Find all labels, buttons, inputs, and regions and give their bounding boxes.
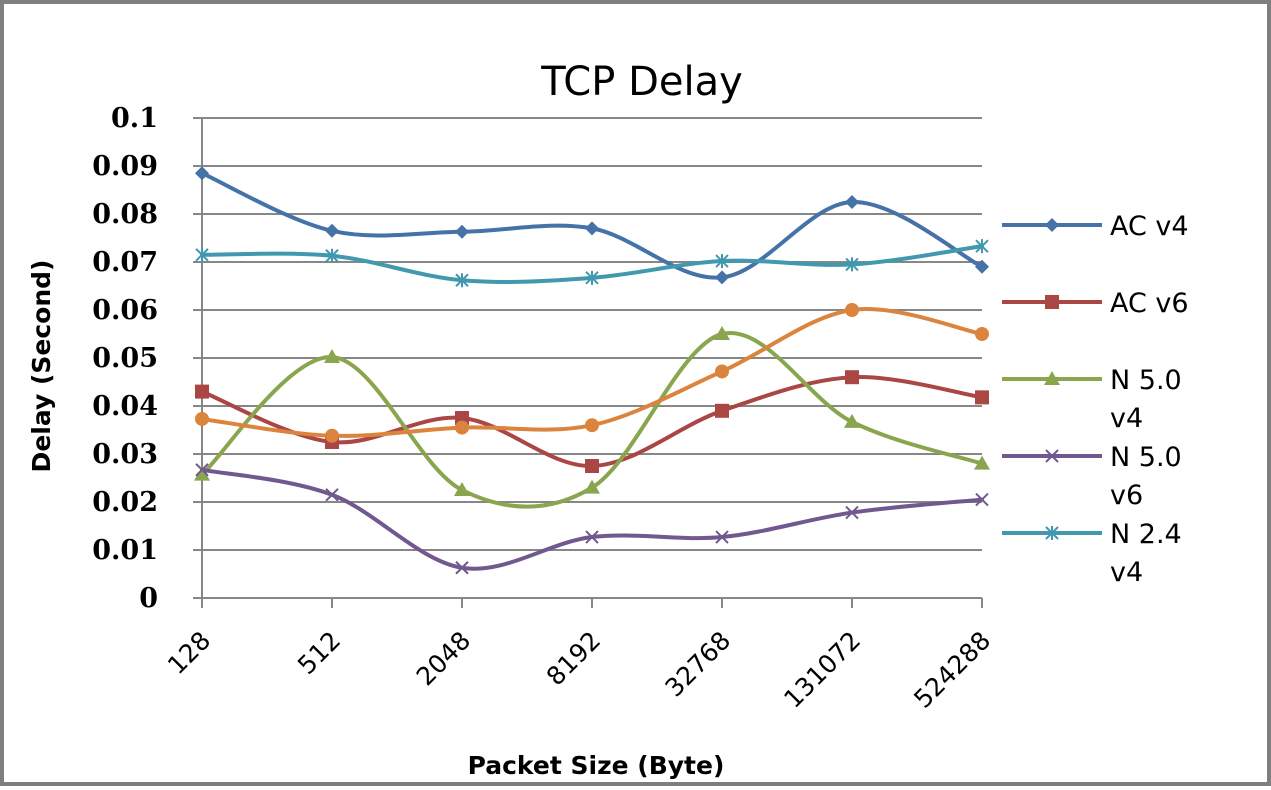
x-tick-label: 8192	[541, 626, 606, 691]
x-axis-title: Packet Size (Byte)	[468, 751, 725, 780]
data-point	[845, 303, 859, 317]
data-point	[455, 224, 469, 239]
data-point	[454, 482, 470, 496]
legend-label: v4	[1110, 557, 1143, 588]
y-tick-label: 0.09	[92, 151, 158, 182]
y-axis-title: Delay (Second)	[27, 260, 56, 473]
y-tick-label: 0.06	[92, 295, 158, 326]
data-point	[975, 327, 989, 341]
x-tick-label: 512	[292, 626, 346, 680]
data-point	[455, 273, 469, 288]
legend-label: v4	[1110, 403, 1143, 434]
data-point	[845, 505, 859, 520]
data-point	[715, 270, 729, 285]
y-tick-label: 0.01	[92, 535, 158, 566]
data-point	[715, 254, 729, 269]
data-point	[585, 418, 599, 433]
data-point	[975, 259, 989, 274]
data-point	[325, 488, 339, 502]
data-point	[714, 326, 730, 340]
y-tick-label: 0.08	[92, 199, 158, 230]
data-point	[194, 466, 210, 481]
data-point	[325, 428, 339, 443]
y-tick-label: 0.1	[111, 103, 158, 134]
data-point	[585, 530, 599, 544]
data-point	[715, 530, 729, 544]
data-point	[715, 403, 729, 418]
legend-label: N 5.0	[1110, 442, 1182, 473]
data-point	[195, 411, 209, 426]
y-tick-label: 0.07	[92, 247, 158, 278]
x-tick-label: 2048	[411, 626, 476, 691]
x-tick-label: 128	[162, 626, 216, 680]
series-markers	[194, 166, 990, 575]
data-point	[585, 270, 599, 285]
legend-marker	[1045, 295, 1059, 309]
series-line	[200, 307, 984, 438]
data-point	[715, 364, 729, 379]
legend: AC v4 AC v6 N 5.0 v4 N 5.0 v6 N 2.4 v4	[1002, 211, 1189, 588]
data-point	[195, 463, 209, 477]
data-point	[455, 411, 469, 425]
data-point	[195, 166, 209, 181]
legend-marker	[1045, 218, 1059, 232]
x-tick-label: 131072	[778, 626, 866, 714]
tcp-delay-chart: TCP Delay 00.010.020.030.040.050.060.070…	[27, 59, 1189, 780]
data-point	[195, 384, 209, 399]
legend-label: AC v4	[1110, 211, 1189, 242]
data-point	[584, 479, 600, 494]
legend-label: AC v6	[1110, 288, 1189, 319]
data-point	[845, 370, 859, 385]
series-group	[194, 166, 990, 575]
data-point	[975, 492, 989, 507]
data-point	[975, 239, 989, 254]
data-point	[845, 257, 859, 272]
legend-marker	[1045, 526, 1059, 540]
data-point	[844, 413, 860, 428]
y-tick-label: 0.02	[92, 487, 158, 518]
y-tick-label: 0.05	[92, 343, 158, 374]
y-tick-label: 0	[139, 583, 158, 614]
legend-marker	[1045, 449, 1059, 463]
data-point	[585, 459, 599, 473]
data-point	[325, 223, 339, 238]
y-tick-label: 0.04	[92, 391, 158, 422]
legend-marker	[1044, 371, 1060, 385]
data-point	[455, 420, 469, 435]
data-point	[195, 247, 209, 262]
x-tick-label: 32768	[659, 626, 736, 703]
data-point	[585, 221, 599, 236]
data-point	[324, 349, 340, 364]
data-point	[975, 390, 989, 405]
legend-label: v6	[1110, 480, 1143, 511]
data-point	[455, 561, 469, 575]
data-point	[845, 195, 859, 209]
data-point	[325, 248, 339, 263]
y-tick-label: 0.03	[92, 439, 158, 470]
chart-title: TCP Delay	[540, 59, 743, 105]
x-tick-label: 524288	[908, 626, 996, 714]
axes: 0 0.01 0.02 0.03 0.04 0.05 0.06 0.07 0.08 0.09 0.1…	[92, 103, 996, 714]
legend-label: N 5.0	[1110, 365, 1182, 396]
legend-label: N 2.4	[1110, 519, 1182, 550]
data-point	[974, 455, 990, 470]
